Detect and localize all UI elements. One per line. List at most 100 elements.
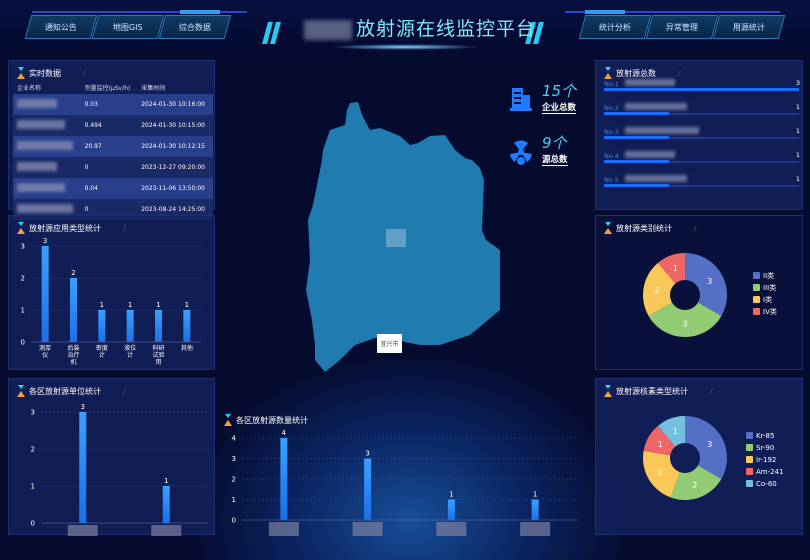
blurred-name xyxy=(624,127,699,134)
slice-label: 1 xyxy=(673,264,678,273)
x-tick-label: 液位计 xyxy=(124,344,136,359)
dose-cell: 0.04 xyxy=(80,178,138,199)
data-label: 3 xyxy=(81,403,85,411)
company-name-blurred xyxy=(13,157,81,178)
blurred-name xyxy=(624,175,687,182)
bar xyxy=(280,438,288,520)
slice-label: 1 xyxy=(658,440,663,449)
y-tick-label: 3 xyxy=(232,455,236,463)
x-tick-label: 密度计 xyxy=(96,344,108,359)
ranking-item[interactable]: No.2 1 xyxy=(604,103,802,115)
x-tick-line: 其他 xyxy=(181,344,193,352)
data-label: 1 xyxy=(128,301,132,309)
x-tick-line: 机 xyxy=(70,358,76,366)
table-row[interactable]: 0.494 2024-01-30 10:15:00 xyxy=(13,115,213,136)
time-cell: 2023-11-06 13:50:00 xyxy=(137,178,213,199)
table-row[interactable]: 0.03 2024-01-30 10:16:00 xyxy=(13,94,213,115)
blurred-name xyxy=(624,103,687,110)
time-cell: 2023-08-24 14:25:00 xyxy=(137,199,213,220)
y-tick-label: 1 xyxy=(21,307,25,315)
table-row[interactable]: 20.97 2024-01-30 10:12:15 xyxy=(13,136,213,157)
legend-swatch xyxy=(753,284,760,291)
legend-swatch xyxy=(746,456,753,463)
blurred-x-label xyxy=(436,522,467,536)
ranking-item[interactable]: No.1 3 xyxy=(604,79,802,91)
radiation-icon xyxy=(510,140,532,165)
blurred-map-label xyxy=(386,229,406,247)
bar xyxy=(183,310,191,342)
legend-swatch xyxy=(746,444,753,451)
legend-swatch xyxy=(753,272,760,279)
x-tick-line: 后装 xyxy=(67,344,79,352)
pie-slice xyxy=(643,262,676,316)
rank-track xyxy=(604,185,799,187)
dose-cell: 0 xyxy=(80,199,138,220)
table-row[interactable]: 0 2023-12-27 09:20:00 xyxy=(13,157,213,178)
panel-title: 放射源总数 / xyxy=(604,67,681,79)
bar xyxy=(126,310,134,342)
slice-label: 3 xyxy=(682,320,687,329)
x-tick-label: 测厚仪 xyxy=(39,344,51,359)
rank-number: No.2 xyxy=(604,104,619,112)
table-row[interactable]: 0.04 2023-11-06 13:50:00 xyxy=(13,178,213,199)
legend-label: Ir-192 xyxy=(756,456,776,464)
x-tick-line: 仪 xyxy=(42,352,48,359)
header-accent xyxy=(180,10,220,14)
slice-label: 2 xyxy=(658,468,663,477)
rank-track xyxy=(604,137,799,139)
x-tick-line: 密度 xyxy=(96,344,108,352)
data-label: 1 xyxy=(100,301,104,309)
rank-number: No.3 xyxy=(604,128,619,136)
legend-swatch xyxy=(746,480,753,487)
y-tick-label: 4 xyxy=(232,435,237,443)
data-label: 4 xyxy=(282,429,287,437)
slice-label: 1 xyxy=(673,427,678,436)
district-units-bar-chart: 0 1 2 3 3 1 xyxy=(31,403,208,539)
legend-label: IV类 xyxy=(763,307,777,316)
data-label: 1 xyxy=(449,491,453,499)
ranking-item[interactable]: No.3 1 xyxy=(604,127,802,139)
map xyxy=(306,102,500,372)
pie-slice xyxy=(685,416,727,479)
ranking-item[interactable]: No.5 1 xyxy=(604,175,802,187)
blurred-name xyxy=(624,79,675,86)
legend-label: I类 xyxy=(763,295,772,304)
hourglass-icon xyxy=(604,67,612,79)
x-tick-line: 用 xyxy=(155,359,161,366)
dose-cell: 0.03 xyxy=(80,94,138,115)
company-name-blurred xyxy=(13,178,81,199)
time-cell: 2024-01-30 10:12:15 xyxy=(137,136,213,157)
usage-type-bar-chart: 0 1 2 3 3 测厚仪 2 后装治疗机 1 密度计 1 液位计 1 科研试验用 1 其他 xyxy=(21,237,201,366)
rank-track xyxy=(604,161,799,163)
slice-label: 2 xyxy=(692,481,697,490)
y-tick-label: 0 xyxy=(21,339,25,347)
header-accent xyxy=(585,10,625,14)
hourglass-icon xyxy=(224,414,232,426)
y-tick-label: 3 xyxy=(21,243,25,251)
rank-number: No.5 xyxy=(604,176,619,184)
rank-bar xyxy=(604,112,669,115)
ranking-item[interactable]: No.4 1 xyxy=(604,151,802,163)
y-tick-label: 0 xyxy=(232,517,236,525)
y-tick-label: 3 xyxy=(31,409,35,417)
ranking-panel: 放射源总数 / No.1 3 No.2 1 No.3 1 No.4 1 No.5 1 xyxy=(595,60,803,210)
legend-label: Kr-85 xyxy=(756,432,774,440)
company-name-blurred xyxy=(13,199,81,220)
blurred-x-label xyxy=(268,522,299,536)
slice-label: 3 xyxy=(707,277,712,286)
table-row[interactable]: 0 2023-08-24 14:25:00 xyxy=(13,199,213,220)
y-tick-label: 0 xyxy=(31,520,35,528)
bar xyxy=(162,486,170,523)
pie-slice xyxy=(643,425,676,456)
bar xyxy=(41,246,49,342)
y-tick-label: 1 xyxy=(232,496,236,504)
data-label: 3 xyxy=(365,450,369,458)
y-tick-label: 2 xyxy=(232,476,236,484)
legend-label: Sr-90 xyxy=(756,444,774,452)
legend-label: II类 xyxy=(763,271,774,280)
rank-bar xyxy=(604,160,669,163)
y-tick-label: 1 xyxy=(31,483,35,491)
rank-track xyxy=(604,113,799,115)
dose-cell: 0.494 xyxy=(80,115,138,136)
header: 通知公告 地图GIS 综合数据 统计分析 异常管理 用源统计 放射源在线监控平台 xyxy=(0,0,810,52)
